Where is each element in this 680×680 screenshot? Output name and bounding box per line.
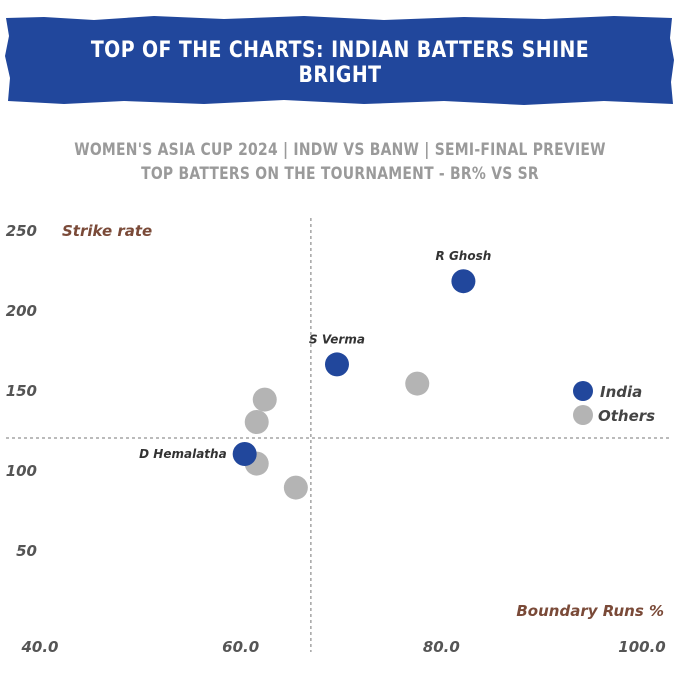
legend-others-label: Others — [598, 407, 655, 425]
data-point-india — [451, 269, 476, 294]
data-point-others — [252, 387, 277, 412]
legend-india-label: India — [600, 383, 642, 401]
y-tick-label: 150 — [6, 382, 37, 400]
banner-brush-shape — [5, 16, 674, 105]
y-tick-label: 100 — [6, 462, 37, 480]
page-title: TOP OF THE CHARTS: INDIAN BATTERS SHINE … — [90, 38, 590, 88]
x-tick-label: 80.0 — [423, 638, 460, 656]
legend-others-marker — [573, 405, 593, 425]
x-axis-title: Boundary Runs % — [516, 602, 664, 620]
reference-lines — [6, 218, 672, 652]
x-tick-label: 100.0 — [618, 638, 665, 656]
legend: India Others — [573, 381, 655, 425]
x-tick-label: 60.0 — [222, 638, 259, 656]
data-label: S Verma — [309, 332, 365, 346]
subtitle-line-1: WOMEN'S ASIA CUP 2024 | INDW VS BANW | S… — [74, 140, 606, 160]
data-label: D Hemalatha — [139, 447, 227, 461]
data-point-others — [244, 410, 269, 434]
x-tick-label: 40.0 — [20, 638, 58, 656]
title-banner — [5, 16, 674, 105]
y-tick-label: 50 — [16, 542, 37, 560]
data-points: R Ghosh S Verma D Hemalatha — [139, 249, 492, 500]
y-axis-title: Strike rate — [62, 222, 152, 240]
legend-india-marker — [573, 381, 593, 401]
data-point-india — [232, 442, 257, 466]
data-point-others — [283, 475, 308, 500]
data-point-others — [405, 371, 430, 396]
subtitle-line-2: TOP BATTERS ON THE TOURNAMENT - BR% VS S… — [141, 164, 539, 184]
y-tick-label: 250 — [6, 222, 37, 240]
axis-ticks: 50 100 150 200 250 40.0 60.0 80.0 100.0 — [6, 222, 666, 656]
y-tick-label: 200 — [6, 302, 37, 320]
data-label: R Ghosh — [436, 249, 492, 263]
data-point-india — [324, 352, 349, 377]
